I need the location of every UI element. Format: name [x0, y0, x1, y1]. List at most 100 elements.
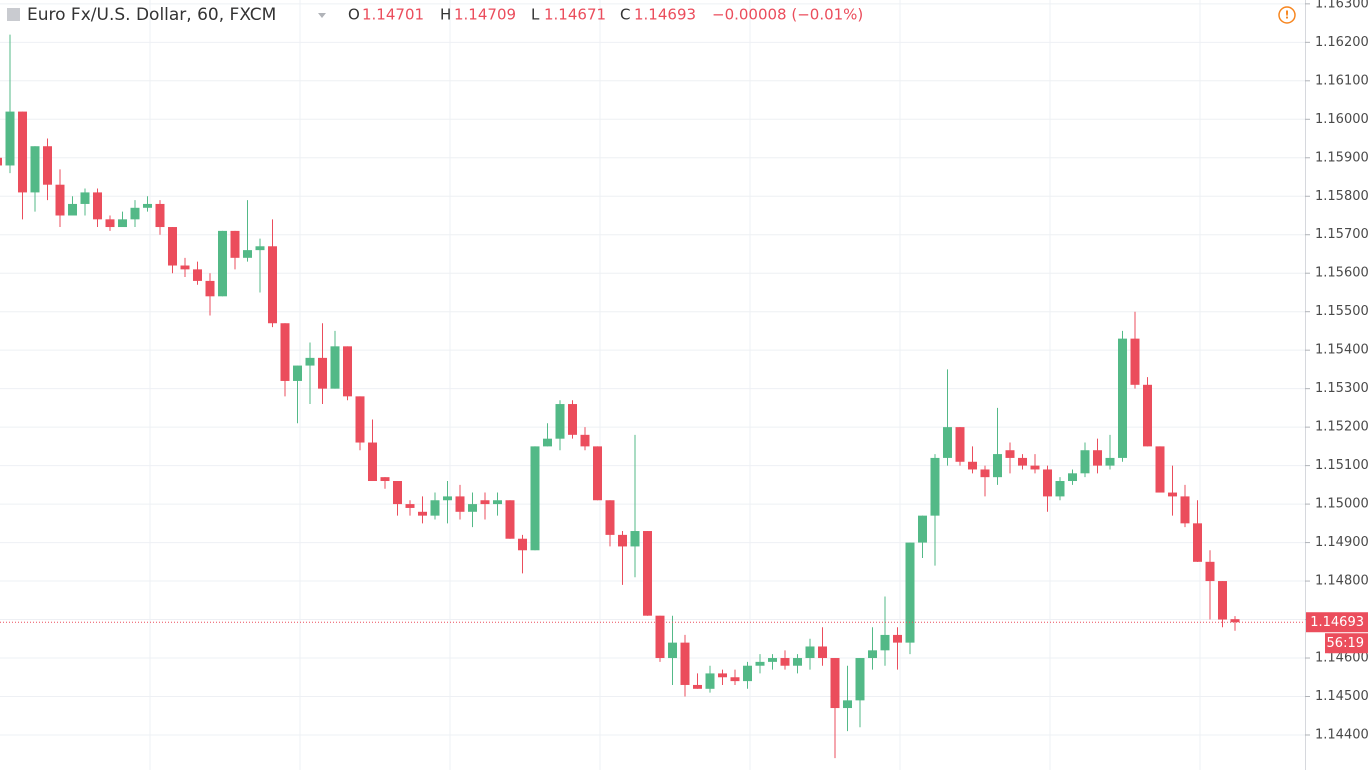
legend-key: O	[348, 6, 360, 24]
candle-body	[743, 665, 752, 682]
candle-body	[380, 477, 390, 482]
candle-body	[243, 250, 252, 258]
candle-body	[718, 673, 727, 678]
candle-body	[218, 230, 227, 297]
candle-body	[1068, 473, 1077, 482]
candle-body	[1043, 469, 1052, 497]
candle-body	[443, 496, 452, 501]
candle-body	[993, 454, 1002, 478]
warning-icon[interactable]	[1278, 6, 1296, 24]
y-tick-label: 1.15300	[1315, 381, 1368, 396]
candle-body	[630, 531, 640, 547]
candle-body	[780, 658, 790, 666]
candle-body	[255, 246, 265, 251]
candle-body	[555, 404, 565, 439]
candle-body	[518, 538, 527, 551]
last-price-label: 1.14693	[1310, 615, 1364, 630]
candle-body	[268, 246, 277, 324]
y-tick-label: 1.15200	[1315, 420, 1368, 435]
legend-key: C	[620, 6, 630, 24]
candle-body	[368, 442, 377, 482]
candle-body	[968, 461, 977, 470]
y-tick-label: 1.15400	[1315, 343, 1368, 358]
candle-body	[580, 434, 590, 447]
y-tick-label: 1.15100	[1315, 458, 1368, 473]
candle-body	[705, 673, 715, 689]
candle-body	[330, 346, 340, 389]
warning-mark[interactable]: !	[1284, 9, 1289, 22]
last-price-box	[1306, 612, 1368, 633]
candle-body	[605, 500, 615, 535]
candle-body	[755, 661, 765, 666]
y-tick-label: 1.15700	[1315, 227, 1368, 242]
symbol-icon[interactable]	[7, 8, 20, 21]
candle-body	[130, 207, 140, 220]
y-tick-label: 1.15500	[1315, 304, 1368, 319]
y-tick-label: 1.14400	[1315, 727, 1368, 742]
candle-body	[543, 438, 552, 447]
candle-body	[1168, 492, 1177, 497]
candle-body	[1005, 450, 1015, 458]
candle-body	[1143, 384, 1152, 447]
candle-body	[1080, 450, 1090, 474]
candle-body	[918, 515, 927, 543]
y-tick-label: 1.16000	[1315, 112, 1368, 127]
dropdown-caret[interactable]	[318, 13, 326, 18]
candle-body	[318, 357, 327, 389]
vertical-grid	[149, 0, 1201, 770]
candle-body	[180, 265, 190, 270]
candle-body	[280, 323, 290, 381]
candle-body	[880, 634, 890, 651]
candle-body	[30, 146, 40, 193]
y-tick-label: 1.14900	[1315, 535, 1368, 550]
countdown-box	[1325, 633, 1368, 654]
candle-body	[55, 184, 65, 216]
candle-body	[1118, 338, 1127, 458]
candle-body	[343, 346, 352, 397]
candle-body	[118, 219, 127, 228]
candle-body	[193, 269, 202, 281]
candle-body	[1180, 496, 1190, 524]
candle-body	[480, 500, 490, 505]
y-tick-label: 1.14600	[1315, 651, 1368, 666]
legend-value: 1.14701	[362, 6, 424, 24]
candle-body	[830, 658, 840, 709]
candle-body	[905, 542, 915, 643]
y-tick-label: 1.16200	[1315, 35, 1368, 50]
candle-body	[43, 146, 52, 185]
candle-body	[980, 469, 990, 478]
candle-body	[668, 642, 677, 659]
legend-key: H	[440, 6, 451, 24]
candle-body	[418, 511, 427, 516]
chart-title[interactable]: Euro Fx/U.S. Dollar, 60, FXCM	[27, 5, 276, 25]
legend-key: L	[531, 6, 540, 24]
candle-body	[1093, 450, 1102, 466]
candle-body	[205, 280, 215, 297]
candle-body	[1105, 457, 1115, 466]
y-tick-label: 1.16100	[1315, 73, 1368, 88]
candle-body	[793, 658, 802, 666]
legend-value: 1.14693	[634, 6, 696, 24]
candle-body	[693, 684, 702, 689]
y-tick-label: 1.15900	[1315, 150, 1368, 165]
candle-body	[818, 646, 827, 659]
candle-body	[168, 227, 177, 266]
candle-body	[943, 427, 952, 458]
candle-body	[230, 230, 240, 258]
candle-body	[1130, 338, 1140, 385]
candle-body	[1055, 481, 1065, 497]
candle-body	[730, 677, 740, 682]
y-tick-label: 1.15800	[1315, 189, 1368, 204]
candle-body	[1155, 446, 1165, 493]
candle-body	[468, 504, 477, 512]
countdown-label: 56:19	[1327, 636, 1364, 651]
candle-body	[430, 500, 440, 516]
candle-body	[155, 203, 165, 228]
candle-body	[568, 404, 577, 435]
y-tick-label: 1.15000	[1315, 497, 1368, 512]
candle-body	[643, 531, 652, 616]
candle-body	[455, 496, 465, 512]
candle-body	[105, 219, 115, 228]
y-tick-label: 1.16300	[1315, 0, 1368, 11]
candle-body	[0, 157, 2, 166]
